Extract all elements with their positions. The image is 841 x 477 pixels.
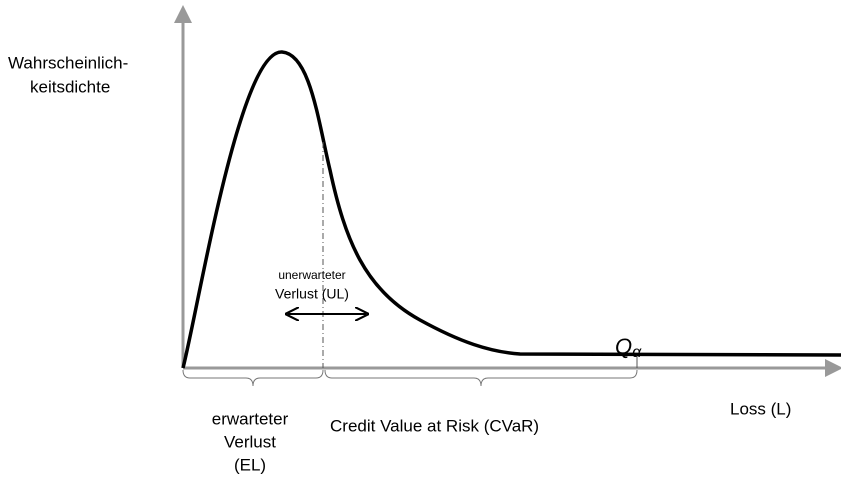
quantile-label: Qα bbox=[615, 334, 642, 361]
quantile-base: Q bbox=[615, 334, 632, 359]
quantile-subscript: α bbox=[632, 344, 642, 361]
el-brace bbox=[182, 369, 324, 387]
el-label: erwarteter bbox=[212, 409, 289, 428]
ul-label: unerwarteter bbox=[278, 268, 345, 282]
cvar-brace bbox=[324, 369, 638, 387]
x-axis-label: Loss (L) bbox=[730, 399, 791, 418]
ul-label: Verlust (UL) bbox=[275, 286, 349, 302]
el-label: (EL) bbox=[234, 455, 266, 474]
density-curve bbox=[181, 50, 841, 369]
y-axis-label: keitsdichte bbox=[30, 77, 110, 96]
el-label: Verlust bbox=[224, 432, 276, 451]
cvar-label: Credit Value at Risk (CVaR) bbox=[330, 416, 539, 435]
y-axis-label: Wahrscheinlich- bbox=[8, 53, 128, 72]
